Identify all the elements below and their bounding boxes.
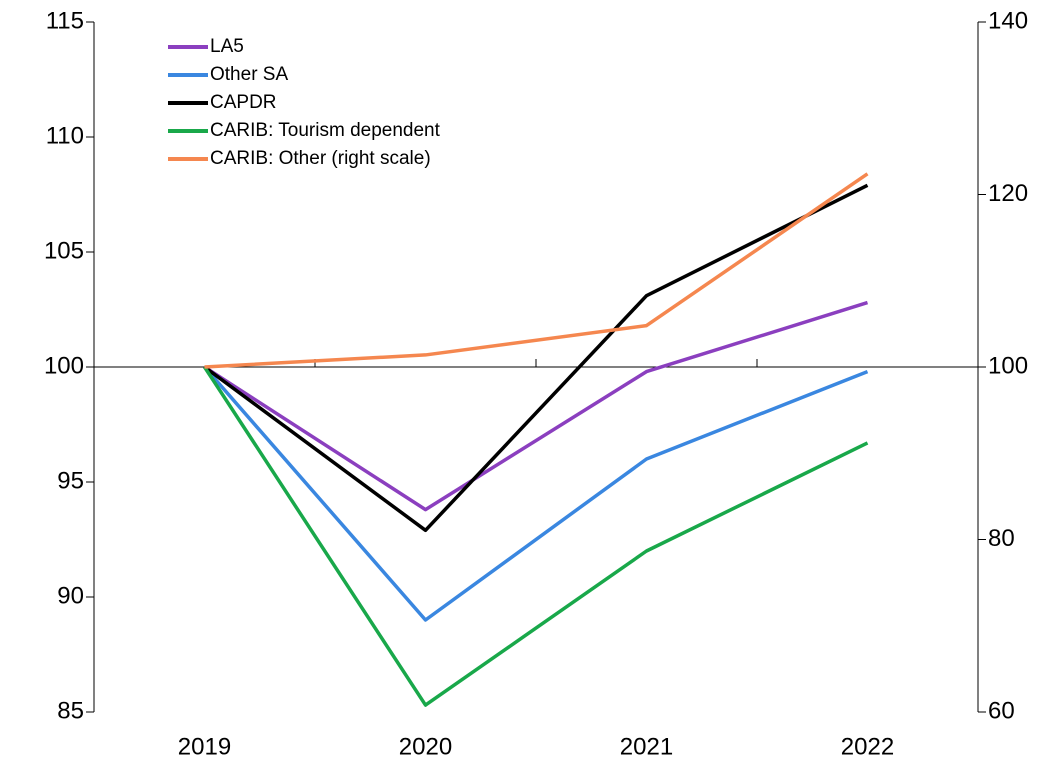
x-tick-label: 2022 [841, 733, 894, 760]
y-tick-label: 115 [46, 7, 84, 34]
y2-tick-label: 140 [988, 7, 1028, 34]
series-line [203, 365, 869, 622]
series-line [203, 183, 869, 533]
y2-tick-label: 60 [988, 697, 1015, 724]
legend-label: CAPDR [210, 92, 277, 113]
y-tick-label: 110 [46, 122, 84, 149]
y-tick-label: 90 [57, 582, 84, 609]
legend-label: LA5 [210, 36, 244, 57]
x-tick-label: 2021 [620, 733, 673, 760]
y2-tick-label: 80 [988, 525, 1015, 552]
legend-label: CARIB: Other (right scale) [210, 148, 431, 169]
y-tick-label: 105 [44, 237, 84, 264]
y2-tick-label: 120 [988, 180, 1028, 207]
x-tick-label: 2019 [178, 733, 231, 760]
legend-label: Other SA [210, 64, 288, 85]
x-tick-label: 2020 [399, 733, 452, 760]
series-line [203, 366, 869, 707]
series-line [204, 172, 869, 369]
y-tick-label: 85 [57, 697, 84, 724]
y-tick-label: 100 [44, 352, 84, 379]
series-line [203, 300, 869, 512]
y2-tick-label: 100 [988, 352, 1028, 379]
legend-label: CARIB: Tourism dependent [210, 120, 441, 141]
y-tick-label: 95 [57, 467, 84, 494]
